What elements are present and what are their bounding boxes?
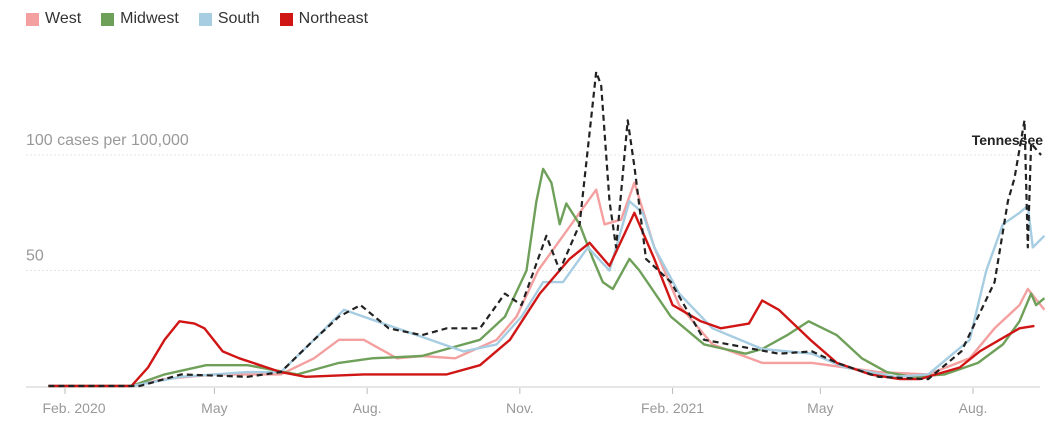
series-line-tennessee <box>48 70 1042 388</box>
legend-label: South <box>217 10 260 27</box>
legend-item-south: South <box>198 10 260 28</box>
legend-item-northeast: Northeast <box>279 10 369 28</box>
x-tick-label: May <box>201 400 227 416</box>
y-tick-label: 100 cases per 100,000 <box>26 132 189 149</box>
legend-item-west: West <box>26 10 81 28</box>
x-tick-label: Nov. <box>506 400 534 416</box>
legend-label: West <box>45 10 82 27</box>
legend-swatch <box>26 12 39 26</box>
x-tick-label: Aug. <box>353 400 382 416</box>
annotation-label: Tennessee <box>972 132 1044 148</box>
legend-swatch <box>101 12 115 26</box>
legend-label: Northeast <box>298 10 369 27</box>
legend-swatch <box>198 12 212 26</box>
series-line-south <box>48 200 1046 388</box>
legend-swatch <box>279 12 293 26</box>
y-tick-label: 50 <box>26 248 44 265</box>
legend-label: Midwest <box>120 10 179 27</box>
x-tick-label: Feb. 2020 <box>42 400 105 416</box>
x-tick-label: Feb. 2021 <box>641 400 704 416</box>
series-line-midwest <box>48 167 1046 388</box>
legend: West Midwest South Northeast <box>26 10 368 28</box>
legend-item-midwest: Midwest <box>101 10 179 28</box>
x-tick-label: May <box>807 400 833 416</box>
series-line-northeast <box>48 211 1035 388</box>
x-tick-label: Aug. <box>959 400 988 416</box>
